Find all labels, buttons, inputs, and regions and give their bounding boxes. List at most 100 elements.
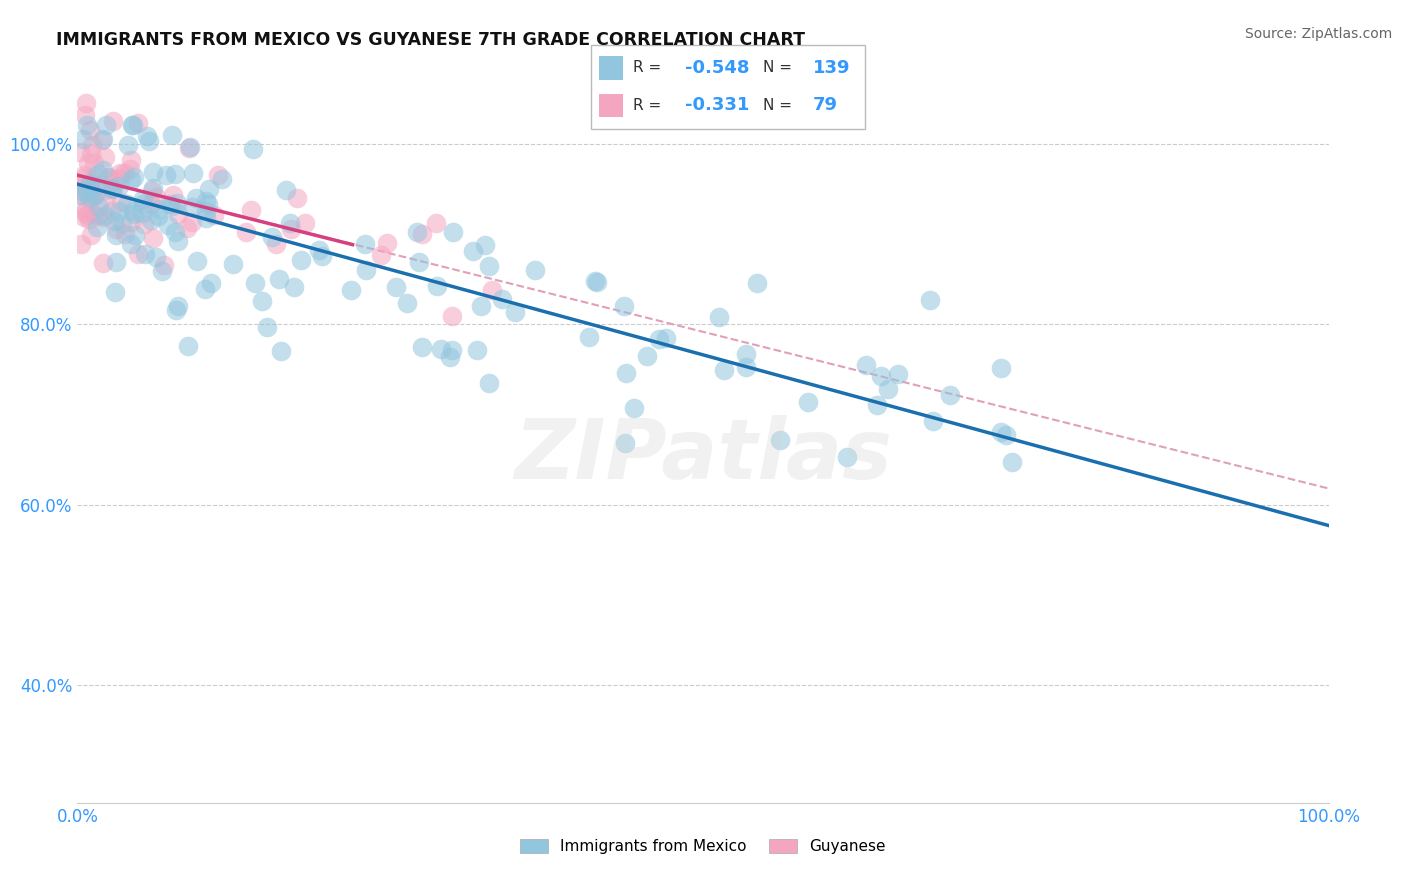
- Point: [142, 165, 165, 179]
- Point: [73, 171, 96, 186]
- Point: [1001, 455, 1024, 469]
- Point: [194, 282, 217, 296]
- Point: [176, 220, 198, 235]
- Text: R =: R =: [633, 98, 666, 112]
- Point: [131, 206, 153, 220]
- Point: [76, 208, 98, 222]
- Point: [83, 207, 105, 221]
- Point: [124, 228, 146, 243]
- Point: [159, 196, 181, 211]
- FancyBboxPatch shape: [599, 56, 623, 80]
- Point: [465, 343, 488, 357]
- Point: [585, 275, 607, 289]
- Point: [474, 238, 496, 252]
- Point: [870, 368, 893, 383]
- Point: [252, 294, 274, 309]
- Point: [100, 181, 122, 195]
- Point: [990, 361, 1012, 376]
- Point: [990, 425, 1012, 440]
- Point: [79, 184, 101, 198]
- Point: [79, 190, 101, 204]
- Text: 139: 139: [813, 59, 851, 77]
- Point: [425, 216, 447, 230]
- Point: [132, 196, 155, 211]
- Point: [461, 244, 484, 259]
- Point: [256, 320, 278, 334]
- Point: [735, 359, 758, 374]
- Point: [70, 237, 93, 252]
- Point: [166, 207, 188, 221]
- Point: [425, 279, 447, 293]
- Point: [122, 119, 145, 133]
- Point: [75, 187, 97, 202]
- Point: [523, 262, 546, 277]
- Point: [181, 215, 204, 229]
- Point: [103, 214, 125, 228]
- Point: [139, 212, 162, 227]
- Point: [280, 222, 302, 236]
- Y-axis label: 7th Grade: 7th Grade: [0, 403, 3, 480]
- Point: [132, 192, 155, 206]
- Point: [478, 376, 501, 391]
- Point: [266, 237, 288, 252]
- Text: IMMIGRANTS FROM MEXICO VS GUYANESE 7TH GRADE CORRELATION CHART: IMMIGRANTS FROM MEXICO VS GUYANESE 7TH G…: [56, 31, 806, 49]
- Point: [308, 243, 330, 257]
- Point: [195, 211, 218, 225]
- Point: [75, 95, 97, 110]
- Point: [294, 216, 316, 230]
- Point: [877, 382, 900, 396]
- Point: [180, 200, 202, 214]
- Point: [83, 180, 105, 194]
- Point: [77, 211, 100, 226]
- Point: [91, 211, 114, 225]
- Point: [922, 414, 945, 428]
- Point: [179, 140, 201, 154]
- Point: [114, 227, 136, 241]
- Point: [121, 119, 143, 133]
- Point: [90, 133, 112, 147]
- Point: [165, 225, 187, 239]
- Point: [110, 195, 132, 210]
- Point: [80, 137, 103, 152]
- Point: [195, 194, 218, 208]
- Point: [613, 435, 636, 450]
- Point: [285, 191, 308, 205]
- Point: [79, 193, 101, 207]
- Point: [120, 215, 142, 229]
- Point: [648, 332, 671, 346]
- Point: [83, 187, 105, 202]
- Point: [105, 222, 128, 236]
- Point: [211, 172, 233, 186]
- FancyBboxPatch shape: [591, 45, 865, 129]
- Point: [207, 168, 229, 182]
- Point: [713, 363, 735, 377]
- Point: [96, 119, 118, 133]
- Point: [747, 277, 769, 291]
- Point: [96, 190, 118, 204]
- Point: [91, 256, 114, 270]
- Point: [73, 211, 96, 225]
- Point: [97, 169, 120, 184]
- Point: [108, 171, 131, 186]
- Point: [262, 229, 284, 244]
- Point: [122, 207, 145, 221]
- Point: [441, 225, 464, 239]
- Point: [503, 305, 526, 319]
- Point: [835, 450, 858, 465]
- Point: [122, 170, 145, 185]
- Point: [69, 188, 91, 202]
- Point: [385, 280, 408, 294]
- Point: [283, 280, 305, 294]
- Point: [354, 263, 377, 277]
- Point: [408, 255, 430, 269]
- Point: [395, 296, 418, 310]
- Point: [165, 167, 187, 181]
- Point: [127, 116, 149, 130]
- Point: [96, 170, 118, 185]
- Point: [411, 340, 433, 354]
- Point: [583, 274, 606, 288]
- Point: [481, 283, 503, 297]
- Point: [186, 253, 208, 268]
- Point: [73, 108, 96, 122]
- Text: R =: R =: [633, 61, 666, 76]
